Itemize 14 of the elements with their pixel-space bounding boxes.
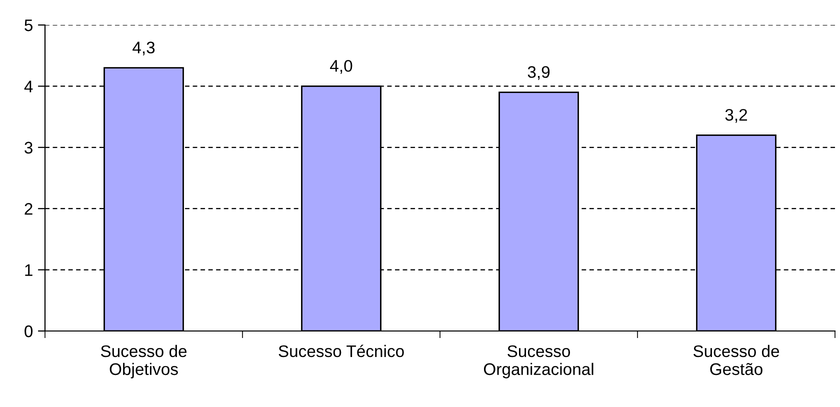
y-tick-label: 0 xyxy=(24,325,33,338)
data-label: 3,2 xyxy=(725,108,747,123)
data-label: 4,3 xyxy=(132,42,155,56)
x-tick-label: Sucesso de Objetivos xyxy=(100,344,187,378)
y-tick-label: 4 xyxy=(24,80,33,92)
y-tick-label: 1 xyxy=(25,264,32,276)
x-tick-label: Sucesso Técnico xyxy=(278,344,404,358)
data-label: 4,0 xyxy=(330,60,352,74)
x-tick-label: Sucesso de Gestão xyxy=(693,344,780,376)
y-tick-label: 5 xyxy=(24,20,32,32)
x-tick-label: Sucesso Organizacional xyxy=(484,345,594,378)
y-tick-label: 3 xyxy=(24,142,32,154)
y-tick-label: 2 xyxy=(24,203,32,215)
data-label: 3,9 xyxy=(528,66,550,80)
